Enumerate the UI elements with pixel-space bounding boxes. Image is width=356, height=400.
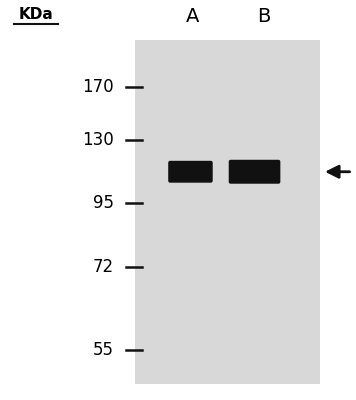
FancyBboxPatch shape — [168, 161, 213, 183]
Text: 130: 130 — [82, 131, 114, 149]
Text: 55: 55 — [93, 341, 114, 358]
Bar — [135, 40, 320, 384]
Text: 95: 95 — [93, 194, 114, 212]
Text: 72: 72 — [93, 258, 114, 276]
Text: KDa: KDa — [18, 7, 53, 22]
Text: B: B — [257, 7, 270, 26]
Text: A: A — [185, 7, 199, 26]
Text: 170: 170 — [82, 78, 114, 96]
FancyBboxPatch shape — [229, 160, 280, 184]
